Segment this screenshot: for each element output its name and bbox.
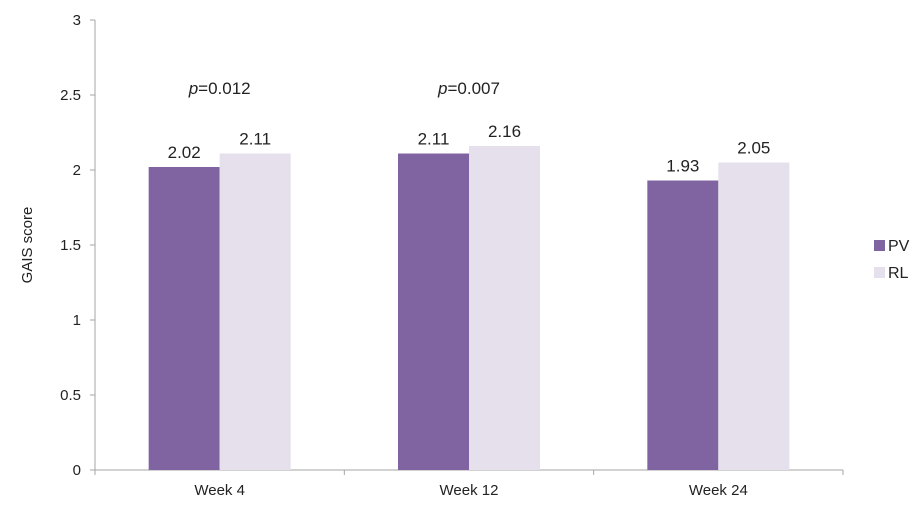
bar-pv xyxy=(647,180,719,470)
legend-swatch-pv xyxy=(874,240,885,251)
data-label: 2.11 xyxy=(418,130,450,149)
annotations: p=0.012 p=0.007 xyxy=(188,79,500,98)
bar-rl xyxy=(219,153,291,470)
p-value-text: =0.007 xyxy=(447,79,499,98)
p-value-annotation: p=0.007 xyxy=(437,79,500,98)
y-ticks: 0 0.5 1 1.5 2 2.5 3 xyxy=(60,12,95,479)
bar-rl xyxy=(718,162,790,470)
data-label: 2.11 xyxy=(239,130,271,149)
bar-pv xyxy=(398,153,469,470)
p-value-annotation: p=0.012 xyxy=(188,79,251,98)
bar-rl xyxy=(469,146,540,470)
x-tick-label: Week 4 xyxy=(194,482,245,499)
bar-pv xyxy=(148,167,220,470)
y-tick-label: 3 xyxy=(73,12,81,29)
y-tick-label: 1.5 xyxy=(60,237,81,254)
y-tick-label: 2 xyxy=(73,162,81,179)
y-axis-title: GAIS score xyxy=(19,207,36,284)
legend-label-pv: PV xyxy=(888,238,910,255)
data-label: 2.05 xyxy=(737,139,770,158)
legend-swatch-rl xyxy=(874,267,885,278)
p-value-symbol: p xyxy=(437,79,447,98)
y-tick-label: 0 xyxy=(73,462,81,479)
data-labels: 2.02 2.11 2.11 2.16 1.93 2.05 xyxy=(168,122,771,176)
p-value-symbol: p xyxy=(188,79,198,98)
legend: PV RL xyxy=(874,238,910,282)
data-label: 2.02 xyxy=(168,143,201,162)
x-tick-label: Week 24 xyxy=(689,482,748,499)
legend-label-rl: RL xyxy=(888,265,909,282)
p-value-text: =0.012 xyxy=(198,79,250,98)
y-tick-label: 0.5 xyxy=(60,387,81,404)
data-label: 2.16 xyxy=(488,122,521,141)
y-tick-label: 2.5 xyxy=(60,87,81,104)
x-ticks: Week 4 Week 12 Week 24 xyxy=(94,470,844,499)
y-tick-label: 1 xyxy=(73,312,81,329)
x-tick-label: Week 12 xyxy=(440,482,499,499)
data-label: 1.93 xyxy=(666,157,699,176)
bars xyxy=(148,146,790,470)
